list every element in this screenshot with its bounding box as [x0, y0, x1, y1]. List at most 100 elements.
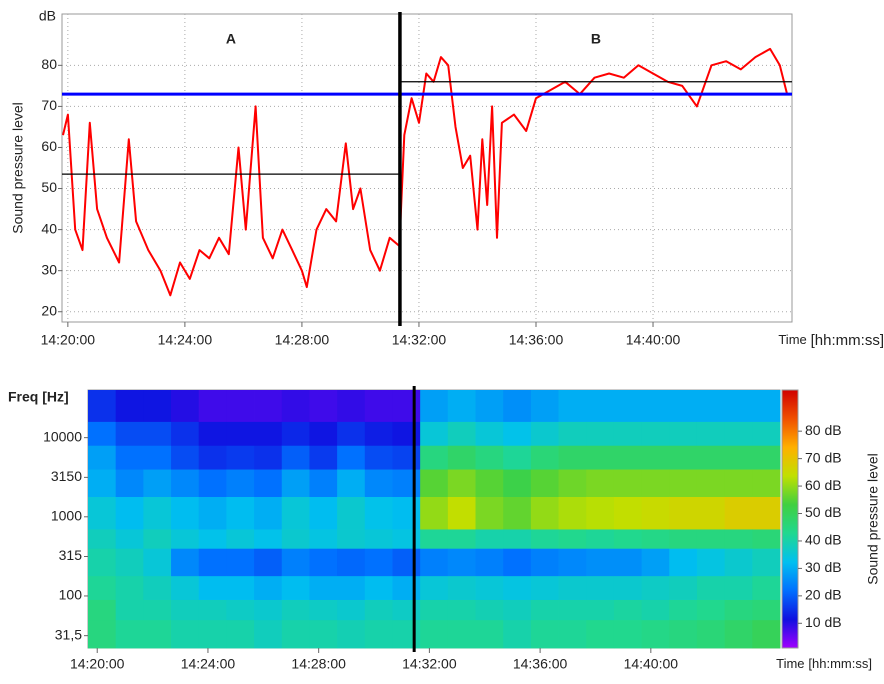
colorbar — [781, 389, 799, 649]
heatmap-cell — [475, 575, 504, 600]
heatmap-cell — [669, 619, 698, 649]
heatmap-cell — [447, 496, 476, 530]
heatmap-cell — [696, 548, 726, 577]
heatmap-cell — [503, 445, 532, 470]
heatmap-cell — [115, 548, 144, 577]
heatmap-cell — [143, 619, 172, 649]
heatmap-cell — [88, 575, 117, 600]
heatmap-cell — [475, 390, 504, 422]
heatmap-cell — [364, 575, 393, 600]
heatmap-cell — [669, 599, 698, 621]
x-tick-label: 14:24:00 — [158, 332, 213, 348]
heatmap-cell — [586, 390, 615, 422]
colorbar-tick-label: 20 dB — [805, 587, 842, 603]
heatmap-cell — [309, 469, 338, 497]
heatmap-cell — [171, 599, 200, 621]
x-tick-label: 14:36:00 — [513, 656, 568, 672]
heatmap-cell — [392, 619, 421, 649]
heatmap-cell — [309, 599, 338, 621]
heatmap-cell — [420, 496, 449, 530]
heatmap-cell — [558, 529, 587, 549]
heatmap-cell — [254, 548, 283, 577]
heatmap-cell — [696, 390, 726, 422]
heatmap-cell — [115, 529, 144, 549]
y-tick-label: 10000 — [43, 428, 82, 444]
heatmap-cell — [309, 421, 338, 446]
heatmap-cell — [309, 619, 338, 649]
heatmap-cell — [337, 469, 366, 497]
heatmap-cell — [420, 445, 449, 470]
heatmap-cell — [88, 599, 117, 621]
plot-area — [61, 13, 793, 323]
colorbar-tick-label: 70 dB — [805, 449, 842, 465]
heatmap-cell — [143, 575, 172, 600]
heatmap-cell — [669, 496, 698, 530]
x-tick-label: 14:28:00 — [275, 332, 330, 348]
heatmap-cell — [586, 529, 615, 549]
heatmap-cell — [392, 421, 421, 446]
heatmap-cell — [143, 529, 172, 549]
heatmap-cell — [420, 575, 449, 600]
heatmap-cell — [558, 599, 587, 621]
heatmap-cell — [254, 469, 283, 497]
heatmap-cell — [641, 390, 670, 422]
heatmap-cell — [115, 445, 144, 470]
y-tick-label: 31,5 — [55, 626, 82, 642]
heatmap-cell — [254, 445, 283, 470]
x-tick-label: 14:36:00 — [509, 332, 564, 348]
heatmap-cell — [558, 575, 587, 600]
heatmap-cell — [752, 469, 781, 497]
heatmap-cell — [669, 445, 698, 470]
heatmap-cell — [475, 421, 504, 446]
y-tick-label: 315 — [59, 547, 83, 563]
heatmap-cell — [198, 496, 227, 530]
heatmap-cell — [143, 469, 172, 497]
heatmap-cell — [669, 390, 698, 422]
heatmap-cell — [724, 548, 753, 577]
heatmap-cell — [392, 390, 421, 422]
heatmap-cell — [669, 421, 698, 446]
heatmap-cell — [752, 575, 781, 600]
heatmap-cell — [115, 619, 144, 649]
heatmap-cell — [641, 421, 670, 446]
heatmap-cell — [309, 390, 338, 422]
heatmap-cell — [171, 496, 200, 530]
heatmap-cell — [226, 496, 255, 530]
heatmap-cell — [226, 445, 255, 470]
heatmap-cell — [475, 529, 504, 549]
heatmap-cell — [669, 469, 698, 497]
heatmap-cell — [420, 421, 449, 446]
colorbar-tick-label: 10 dB — [805, 614, 842, 630]
heatmap-cell — [530, 575, 559, 600]
x-axis-title: Time [hh:mm:ss] — [776, 656, 872, 672]
x-tick-label: 14:24:00 — [181, 656, 236, 672]
x-tick-label: 14:20:00 — [41, 332, 96, 348]
heatmap-cell — [88, 469, 117, 497]
heatmap-cell — [254, 619, 283, 649]
x-tick-label: 14:20:00 — [70, 656, 125, 672]
heatmap-cell — [115, 390, 144, 422]
heatmap-cell — [364, 529, 393, 549]
heatmap-cell — [254, 575, 283, 600]
heatmap-cell — [447, 599, 476, 621]
heatmap-cell — [309, 496, 338, 530]
heatmap-cell — [530, 469, 559, 497]
y-tick-label: 30 — [41, 261, 57, 277]
heatmap-cell — [641, 575, 670, 600]
heatmap-cell — [530, 619, 559, 649]
heatmap-cell — [281, 390, 310, 422]
heatmap-cell — [447, 575, 476, 600]
heatmap-cell — [558, 619, 587, 649]
heatmap-cell — [115, 496, 144, 530]
heatmap-cell — [696, 445, 726, 470]
heatmap-cell — [586, 469, 615, 497]
heatmap-cell — [613, 548, 642, 577]
heatmap-cell — [281, 575, 310, 600]
heatmap-cell — [669, 575, 698, 600]
heatmap-cell — [503, 390, 532, 422]
heatmap-cell — [724, 619, 753, 649]
heatmap-cell — [752, 496, 781, 530]
heatmap-cell — [752, 529, 781, 549]
heatmap-cell — [503, 421, 532, 446]
